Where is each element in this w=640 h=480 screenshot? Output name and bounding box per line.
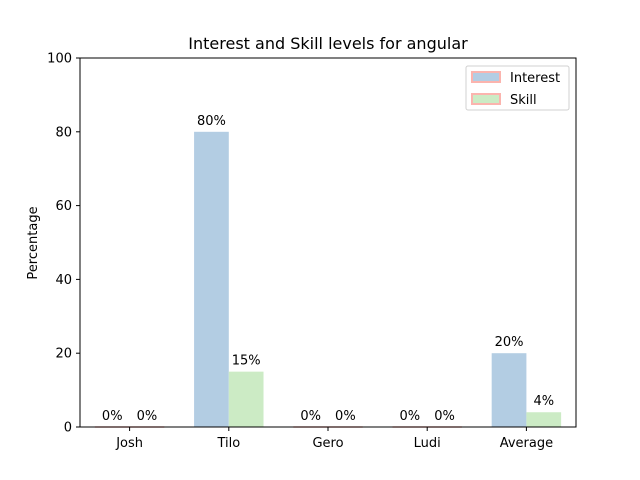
y-tick-label: 80 (55, 125, 72, 140)
x-tick-label-ludi: Ludi (414, 436, 441, 451)
legend-swatch-interest (471, 71, 501, 83)
bar-skill-average (526, 412, 562, 427)
data-label-skill-gero: 0% (335, 409, 356, 424)
x-tick-label-gero: Gero (312, 436, 343, 451)
legend-label-interest: Interest (510, 71, 560, 86)
legend-label-skill: Skill (510, 93, 537, 108)
y-tick-label: 100 (47, 52, 72, 67)
y-tick-label: 40 (55, 273, 72, 288)
chart-title: Interest and Skill levels for angular (188, 34, 468, 53)
data-label-interest-ludi: 0% (400, 409, 421, 424)
y-tick-label: 0 (64, 421, 72, 436)
data-label-interest-tilo: 80% (197, 114, 226, 129)
x-tick-label-average: Average (500, 436, 553, 451)
data-label-interest-average: 20% (495, 335, 524, 350)
bar-interest-tilo (194, 131, 229, 428)
y-tick-label: 20 (55, 347, 72, 362)
data-label-interest-josh: 0% (102, 409, 123, 424)
x-tick-label-josh: Josh (115, 436, 143, 451)
data-label-skill-tilo: 15% (232, 354, 261, 369)
y-tick-label: 60 (55, 199, 72, 214)
plot-area: 0% 80% 0% 0% 20% 0% 15% 0% 0% 4% 0 20 40 60 80 100 Josh T… (47, 52, 577, 451)
legend: Interest Skill (465, 65, 570, 111)
y-axis-label: Percentage (26, 206, 41, 279)
x-tick-label-tilo: Tilo (216, 436, 240, 451)
data-label-skill-josh: 0% (137, 409, 158, 424)
bar-interest-average (491, 353, 527, 427)
legend-swatch-skill (471, 93, 501, 105)
data-label-skill-ludi: 0% (434, 409, 455, 424)
data-label-interest-gero: 0% (300, 409, 321, 424)
bar-skill-tilo (228, 371, 264, 427)
data-label-skill-average: 4% (533, 394, 554, 409)
